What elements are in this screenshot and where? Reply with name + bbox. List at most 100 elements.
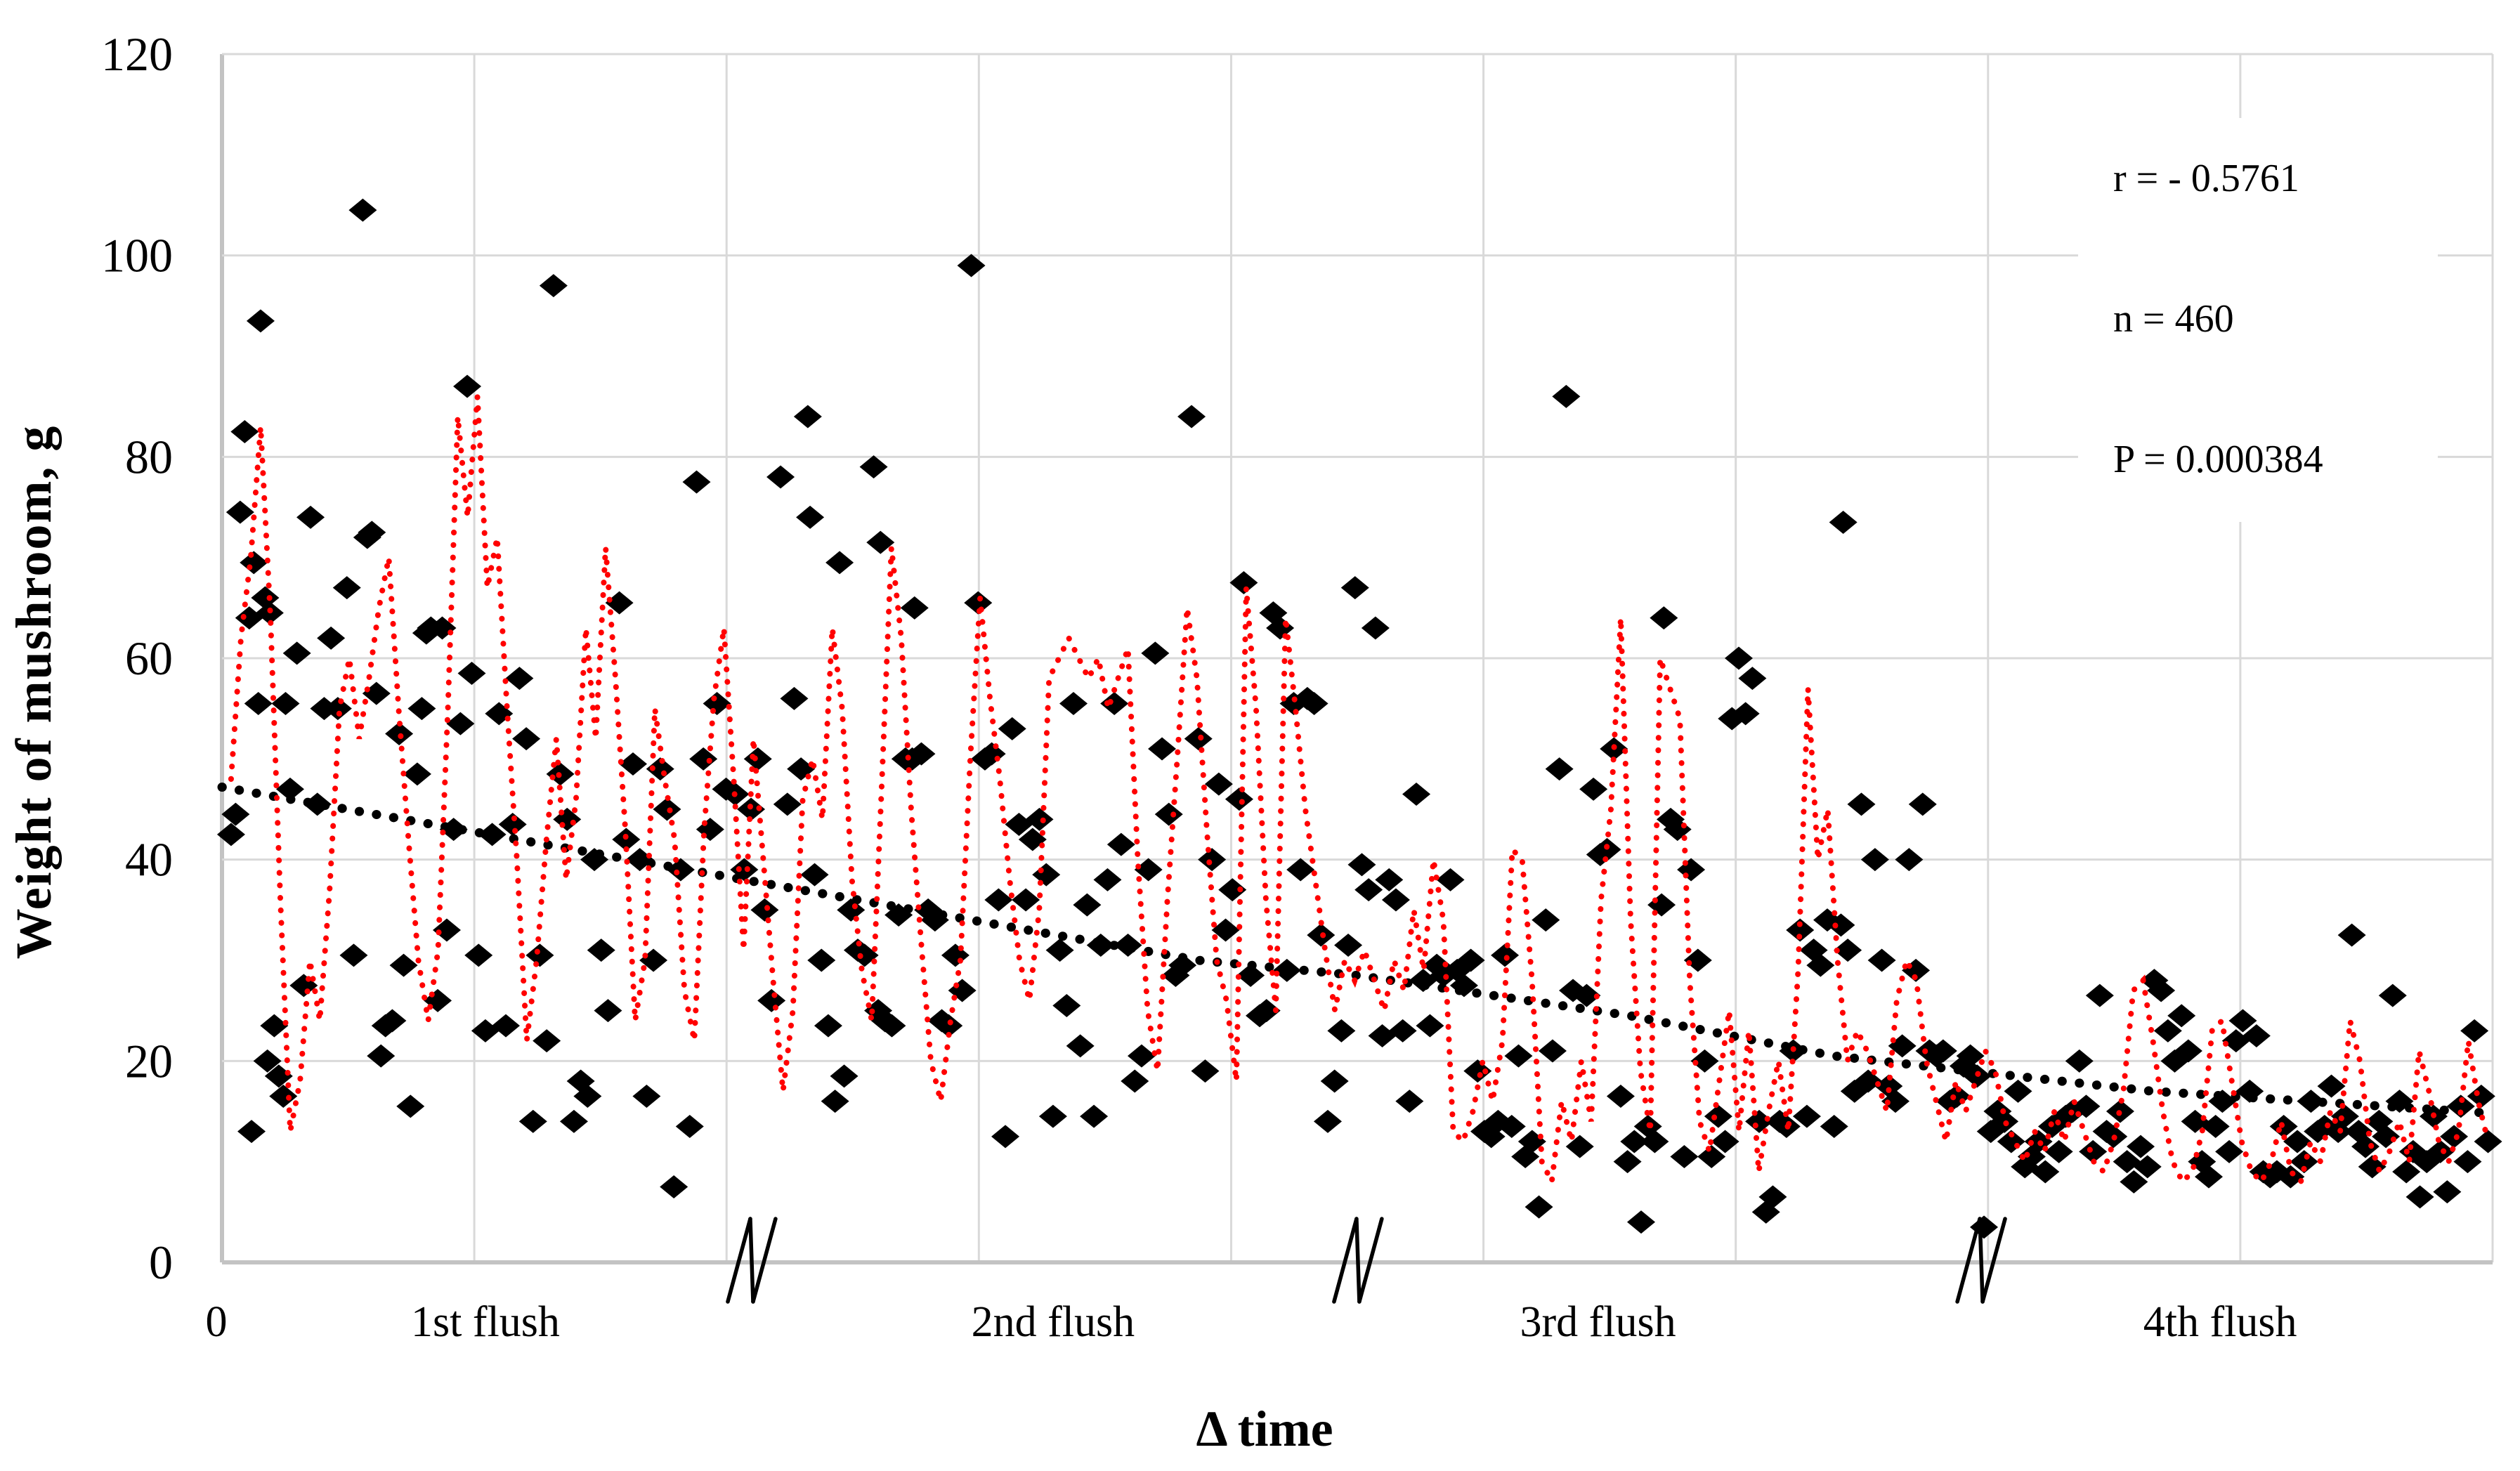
diamond-point — [1327, 1019, 1356, 1042]
y-tick-label: 80 — [125, 430, 173, 483]
y-tick-label: 120 — [101, 27, 173, 81]
diamond-point — [407, 697, 436, 721]
diamond-point — [1340, 576, 1369, 600]
diamond-point — [1677, 858, 1706, 882]
diamond-point — [1395, 1090, 1424, 1113]
y-tick-label: 0 — [149, 1236, 173, 1289]
diamond-point — [1402, 783, 1431, 806]
diamond-point — [539, 274, 568, 298]
diamond-point — [457, 662, 486, 685]
diamond-point — [323, 697, 352, 721]
diamond-point — [1606, 1085, 1635, 1108]
diamond-point — [1627, 1210, 1655, 1234]
diamond-point — [800, 863, 829, 887]
diamond-point — [2167, 1004, 2196, 1028]
diamond-point — [696, 818, 724, 842]
diamond-point — [464, 943, 493, 967]
flush-labels: 1st flush 2nd flush 3rd flush 4th flush — [411, 1298, 2297, 1346]
stat-p-label: P = 0.000384 — [2113, 438, 2323, 481]
diamond-point — [1073, 893, 1102, 917]
diamond-point — [2113, 1150, 2141, 1174]
diamond-point — [2079, 1139, 2108, 1163]
diamond-point — [1141, 641, 1170, 665]
diamond-point — [1620, 1130, 1649, 1153]
diamond-point — [1867, 948, 1896, 972]
diamond-point — [1154, 802, 1183, 826]
diamond-point — [2433, 1180, 2462, 1204]
diamond-point — [998, 717, 1026, 740]
diamond-point — [1895, 848, 1924, 872]
diamond-point — [653, 797, 681, 821]
diamond-point — [1100, 692, 1129, 715]
diamond-point — [1388, 1019, 1417, 1042]
axis-break-stroke — [751, 1217, 778, 1304]
diamond-point — [682, 470, 711, 494]
diamond-point — [821, 1090, 849, 1113]
diamond-point — [1436, 868, 1465, 891]
diamond-point — [907, 742, 936, 766]
diamond-point — [1532, 908, 1560, 932]
diamond-point — [1731, 702, 1760, 726]
diamond-point — [780, 686, 809, 710]
diamond-point — [1334, 934, 1363, 957]
diamond-point — [446, 712, 475, 736]
diamond-point — [244, 692, 273, 715]
axis-break-marks — [726, 1217, 2007, 1304]
diamond-point — [1286, 858, 1315, 882]
diamond-point — [1579, 777, 1608, 801]
flush-label: 4th flush — [2143, 1298, 2297, 1346]
diamond-point — [2228, 1009, 2257, 1033]
diamond-point — [1670, 1145, 1699, 1168]
diamond-point — [240, 551, 268, 575]
diamond-point — [1168, 953, 1197, 977]
diamond-point — [743, 747, 772, 771]
diamond-point — [2201, 1115, 2230, 1138]
diamond-point — [1320, 1069, 1349, 1093]
diamond-point — [275, 777, 304, 801]
diamond-point — [1225, 787, 1253, 811]
diamond-point — [2221, 1029, 2250, 1053]
diamond-point — [807, 948, 836, 972]
diamond-point — [2290, 1150, 2318, 1174]
diamond-point — [1416, 1014, 1444, 1038]
diamond-point — [2120, 1170, 2148, 1194]
diamond-point — [2242, 1024, 2271, 1047]
diamond-point — [1525, 1195, 1553, 1219]
x-origin-label: 0 — [206, 1298, 228, 1346]
x-axis-title: Δ time — [1196, 1401, 1333, 1457]
diamond-point — [2372, 1125, 2401, 1149]
diamond-point — [1354, 878, 1383, 902]
diamond-point — [605, 591, 634, 615]
diamond-point — [1572, 983, 1601, 1007]
diamond-point — [594, 999, 622, 1023]
diamond-point — [296, 505, 325, 529]
diamond-point — [2085, 983, 2114, 1007]
diamond-point — [1218, 878, 1247, 902]
diamond-point — [1834, 939, 1862, 962]
y-tick-label: 40 — [125, 833, 173, 887]
flush-label: 1st flush — [411, 1298, 560, 1346]
diamond-point — [1650, 606, 1678, 630]
diamond-point — [1313, 1109, 1342, 1133]
diamond-point — [1361, 616, 1390, 640]
trend-dotted-line — [217, 782, 2498, 1118]
diamond-point — [2405, 1185, 2434, 1209]
diamond-point — [471, 1019, 500, 1042]
diamond-point — [1368, 1024, 1397, 1047]
diamond-point — [1211, 918, 1240, 942]
diamond-point — [246, 309, 275, 333]
diamond-point — [226, 500, 254, 524]
diamond-point — [660, 1175, 688, 1198]
stats-backdrop — [2078, 118, 2438, 522]
diamond-point — [1121, 1069, 1149, 1093]
diamond-point — [2127, 1135, 2155, 1158]
diamond-point — [2426, 1139, 2455, 1163]
diamond-point — [317, 626, 346, 650]
diamond-point — [1300, 692, 1328, 715]
diamond-point — [991, 1125, 1020, 1149]
diamond-point — [339, 943, 368, 967]
axis-break-stroke — [1354, 1217, 1362, 1304]
diamond-point — [2467, 1085, 2495, 1108]
axis-break-stroke — [1357, 1217, 1384, 1304]
